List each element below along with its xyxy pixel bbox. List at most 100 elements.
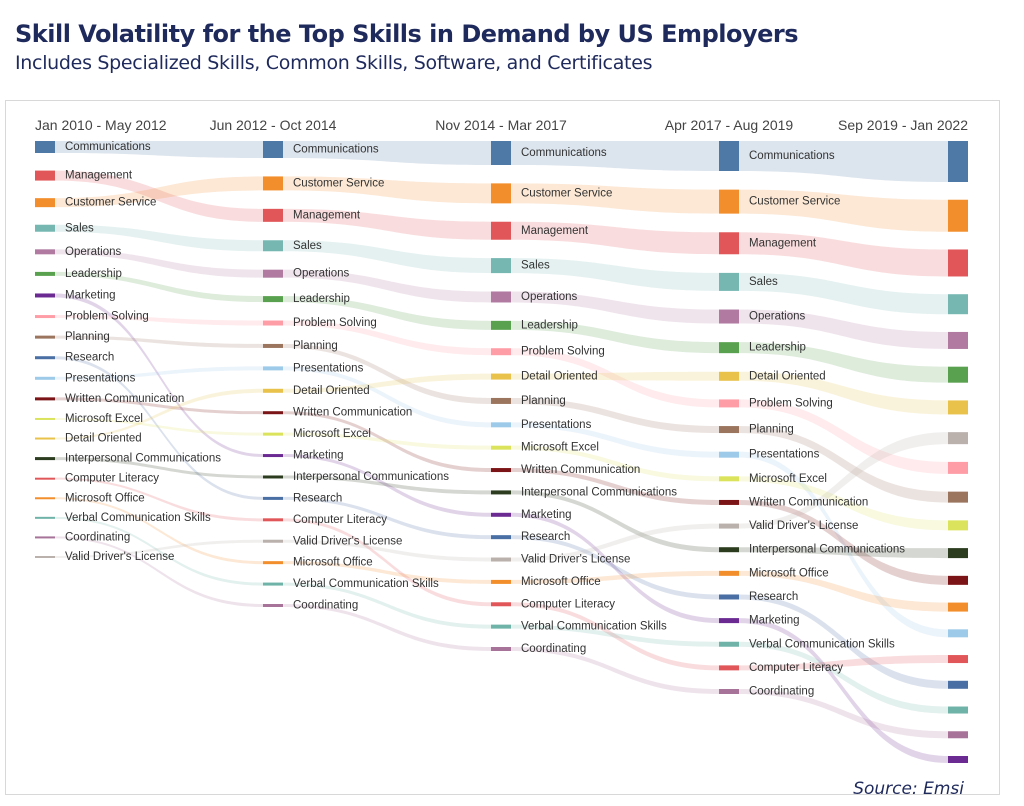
node-label: Customer Service xyxy=(293,177,384,189)
node-label: Management xyxy=(749,237,817,249)
link-detail-oriented-2 xyxy=(511,371,719,381)
node-presentations xyxy=(491,422,511,428)
node-label: Problem Solving xyxy=(65,311,149,323)
node-label: Interpersonal Communications xyxy=(293,471,449,483)
period-header: Jun 2012 - Oct 2014 xyxy=(210,117,337,133)
node-problem-solving xyxy=(35,315,55,319)
node-research xyxy=(35,356,55,360)
link-coordinating-3 xyxy=(739,689,948,739)
node-label: Management xyxy=(521,225,589,237)
period-header: Nov 2014 - Mar 2017 xyxy=(435,117,567,133)
node-label: Computer Literacy xyxy=(65,473,159,485)
node-operations xyxy=(491,291,511,303)
link-planning-0 xyxy=(55,335,263,348)
node-valid-driver-s-license xyxy=(491,557,511,562)
period-header: Sep 2019 - Jan 2022 xyxy=(838,117,968,133)
link-computer-literacy-3 xyxy=(739,655,948,671)
node-microsoft-office xyxy=(35,497,55,500)
node-label: Operations xyxy=(521,291,578,303)
nodes xyxy=(35,141,968,763)
node-microsoft-office xyxy=(263,561,283,565)
node-label: Marketing xyxy=(65,290,116,302)
link-communications-3 xyxy=(739,141,948,182)
node-microsoft-office xyxy=(948,602,968,612)
node-computer-literacy xyxy=(491,602,511,607)
link-computer-literacy-0 xyxy=(55,477,263,522)
node-verbal-communication-skills xyxy=(491,624,511,629)
node-computer-literacy xyxy=(948,655,968,664)
link-verbal-communication-skills-0 xyxy=(55,516,263,586)
node-label: Microsoft Excel xyxy=(521,442,599,454)
node-written-communication xyxy=(35,397,55,401)
node-written-communication xyxy=(263,411,283,415)
node-research xyxy=(491,535,511,540)
node-detail-oriented xyxy=(948,400,968,415)
node-label: Valid Driver's License xyxy=(65,551,174,563)
node-coordinating xyxy=(263,604,283,607)
source-note: Source: Emsi xyxy=(853,779,964,799)
link-presentations-1 xyxy=(283,366,491,428)
link-marketing-1 xyxy=(283,454,491,517)
node-label: Planning xyxy=(293,340,338,352)
node-label: Presentations xyxy=(65,372,136,384)
node-microsoft-excel xyxy=(491,445,511,450)
link-marketing-0 xyxy=(55,293,263,458)
node-label: Research xyxy=(521,531,570,543)
node-management xyxy=(491,221,511,240)
node-problem-solving xyxy=(719,399,739,408)
node-labels: Jan 2010 - May 2012 Communications Managem… xyxy=(35,117,968,698)
node-detail-oriented xyxy=(263,388,283,393)
node-written-communication xyxy=(948,575,968,585)
node-label: Coordinating xyxy=(293,600,358,612)
link-verbal-communication-skills-3 xyxy=(739,641,948,714)
link-operations-3 xyxy=(739,309,948,349)
node-problem-solving xyxy=(948,461,968,474)
link-customer-service-2 xyxy=(511,183,719,214)
link-marketing-3 xyxy=(739,618,948,763)
node-label: Verbal Communication Skills xyxy=(749,638,895,650)
node-label: Microsoft Office xyxy=(65,492,145,504)
node-communications xyxy=(263,141,283,158)
link-leadership-3 xyxy=(739,342,948,383)
node-label: Leadership xyxy=(65,268,122,280)
node-leadership xyxy=(491,320,511,330)
node-label: Customer Service xyxy=(65,197,156,209)
link-management-1 xyxy=(283,208,491,240)
node-label: Management xyxy=(293,209,361,221)
link-research-0 xyxy=(55,356,263,500)
link-communications-1 xyxy=(283,141,491,165)
link-operations-0 xyxy=(55,249,263,278)
link-verbal-communication-skills-1 xyxy=(283,582,491,629)
node-label: Written Communication xyxy=(521,464,640,476)
node-verbal-communication-skills xyxy=(719,641,739,647)
chart-frame xyxy=(5,100,1000,795)
link-detail-oriented-3 xyxy=(739,371,948,415)
node-label: Microsoft Office xyxy=(749,567,829,579)
link-customer-service-1 xyxy=(283,176,491,204)
node-label: Research xyxy=(749,591,798,603)
node-microsoft-office xyxy=(719,570,739,576)
link-detail-oriented-0 xyxy=(55,388,263,440)
link-microsoft-office-3 xyxy=(739,570,948,612)
node-detail-oriented xyxy=(491,373,511,380)
link-problem-solving-2 xyxy=(511,348,719,408)
node-interpersonal-communications xyxy=(719,547,739,553)
period-header: Apr 2017 - Aug 2019 xyxy=(665,117,794,133)
node-label: Detail Oriented xyxy=(65,433,142,445)
node-operations xyxy=(35,249,55,255)
node-label: Operations xyxy=(293,268,350,280)
node-marketing xyxy=(719,618,739,624)
link-microsoft-office-0 xyxy=(55,497,263,565)
link-written-communication-2 xyxy=(511,468,719,505)
node-label: Microsoft Office xyxy=(293,557,373,569)
node-valid-driver-s-license xyxy=(719,523,739,529)
link-planning-1 xyxy=(283,343,491,404)
node-marketing xyxy=(491,512,511,517)
link-communications-2 xyxy=(511,141,719,171)
node-planning xyxy=(948,491,968,503)
link-interpersonal-communications-1 xyxy=(283,475,491,495)
link-microsoft-office-1 xyxy=(283,561,491,584)
link-microsoft-excel-0 xyxy=(55,417,263,436)
node-label: Customer Service xyxy=(521,187,612,199)
node-sales xyxy=(948,294,968,315)
